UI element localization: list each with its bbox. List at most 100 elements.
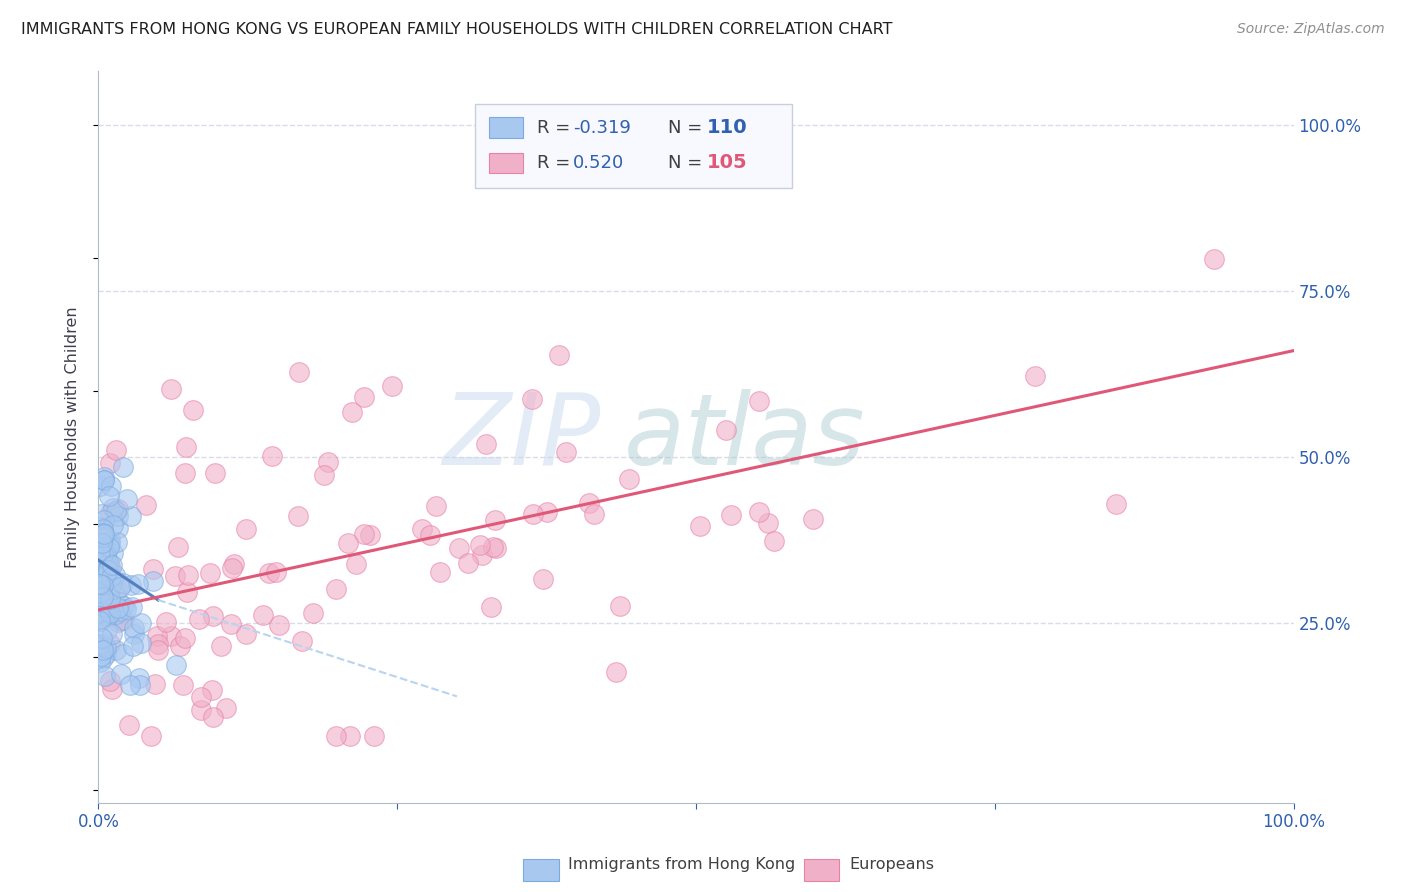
Point	[97, 556, 120, 570]
Point	[96, 567, 118, 582]
Point	[471, 549, 494, 563]
Point	[344, 557, 367, 571]
Point	[160, 382, 183, 396]
Point	[763, 533, 786, 548]
Point	[97, 540, 120, 554]
Point	[98, 537, 121, 551]
Text: Source: ZipAtlas.com: Source: ZipAtlas.com	[1237, 22, 1385, 37]
Point	[94, 647, 117, 661]
Point	[93, 470, 115, 484]
Point	[98, 533, 121, 548]
Point	[91, 591, 114, 605]
Point	[215, 700, 238, 714]
Point	[100, 570, 122, 584]
Point	[105, 534, 128, 549]
FancyBboxPatch shape	[475, 104, 792, 188]
Point	[122, 621, 145, 635]
Point	[689, 518, 711, 533]
Point	[169, 640, 191, 654]
Point	[340, 405, 363, 419]
Point	[91, 530, 114, 544]
Point	[94, 641, 117, 656]
Point	[160, 629, 183, 643]
Point	[1105, 497, 1128, 511]
Point	[135, 498, 157, 512]
Point	[605, 665, 627, 679]
Point	[714, 423, 737, 437]
Point	[90, 525, 112, 540]
Point	[747, 505, 769, 519]
Point	[104, 607, 127, 621]
Point	[104, 568, 127, 582]
Point	[481, 540, 503, 554]
Point	[89, 655, 111, 669]
Point	[98, 637, 122, 651]
Point	[174, 440, 197, 454]
Point	[98, 489, 121, 503]
Point	[264, 566, 287, 580]
Point	[146, 629, 169, 643]
Point	[107, 502, 129, 516]
Point	[353, 527, 375, 541]
Point	[103, 501, 125, 516]
Point	[104, 442, 127, 457]
Point	[96, 553, 118, 567]
Bar	[489, 118, 523, 138]
Point	[325, 729, 347, 743]
Point	[146, 643, 169, 657]
Point	[120, 509, 142, 524]
Point	[339, 729, 361, 743]
Point	[108, 580, 131, 594]
Point	[98, 592, 121, 607]
Point	[555, 445, 578, 459]
Point	[522, 392, 544, 406]
Point	[107, 595, 129, 609]
Point	[363, 729, 385, 743]
Point	[96, 609, 118, 624]
Text: ZIP: ZIP	[441, 389, 600, 485]
Point	[447, 541, 470, 555]
Point	[155, 615, 177, 630]
Point	[96, 563, 118, 577]
Point	[166, 540, 188, 554]
Point	[107, 521, 129, 535]
Point	[531, 572, 554, 586]
Point	[288, 366, 311, 380]
Point	[112, 599, 135, 613]
Point	[204, 466, 226, 480]
Text: N =: N =	[668, 153, 709, 172]
Point	[128, 671, 150, 685]
Point	[198, 566, 221, 580]
Point	[93, 564, 115, 578]
Text: atlas: atlas	[624, 389, 866, 485]
Point	[267, 617, 290, 632]
Point	[91, 522, 114, 536]
Point	[176, 584, 198, 599]
Point	[89, 544, 111, 558]
Point	[548, 348, 571, 362]
Point	[190, 690, 212, 705]
Point	[485, 541, 508, 555]
Point	[120, 678, 142, 692]
Point	[105, 503, 128, 517]
Point	[177, 568, 200, 582]
Point	[107, 508, 129, 523]
Point	[325, 582, 347, 597]
Point	[93, 577, 115, 591]
Point	[110, 613, 132, 627]
Point	[411, 522, 433, 536]
Point	[96, 556, 118, 570]
Point	[93, 570, 115, 584]
Point	[91, 535, 114, 549]
Point	[89, 637, 111, 651]
Point	[302, 606, 325, 620]
Point	[748, 393, 770, 408]
Y-axis label: Family Households with Children: Family Households with Children	[65, 306, 80, 568]
Point	[121, 599, 143, 614]
Point	[89, 614, 111, 628]
Point	[98, 456, 122, 470]
Point	[101, 558, 124, 573]
Point	[100, 627, 122, 641]
Point	[107, 615, 129, 630]
Point	[174, 466, 197, 480]
